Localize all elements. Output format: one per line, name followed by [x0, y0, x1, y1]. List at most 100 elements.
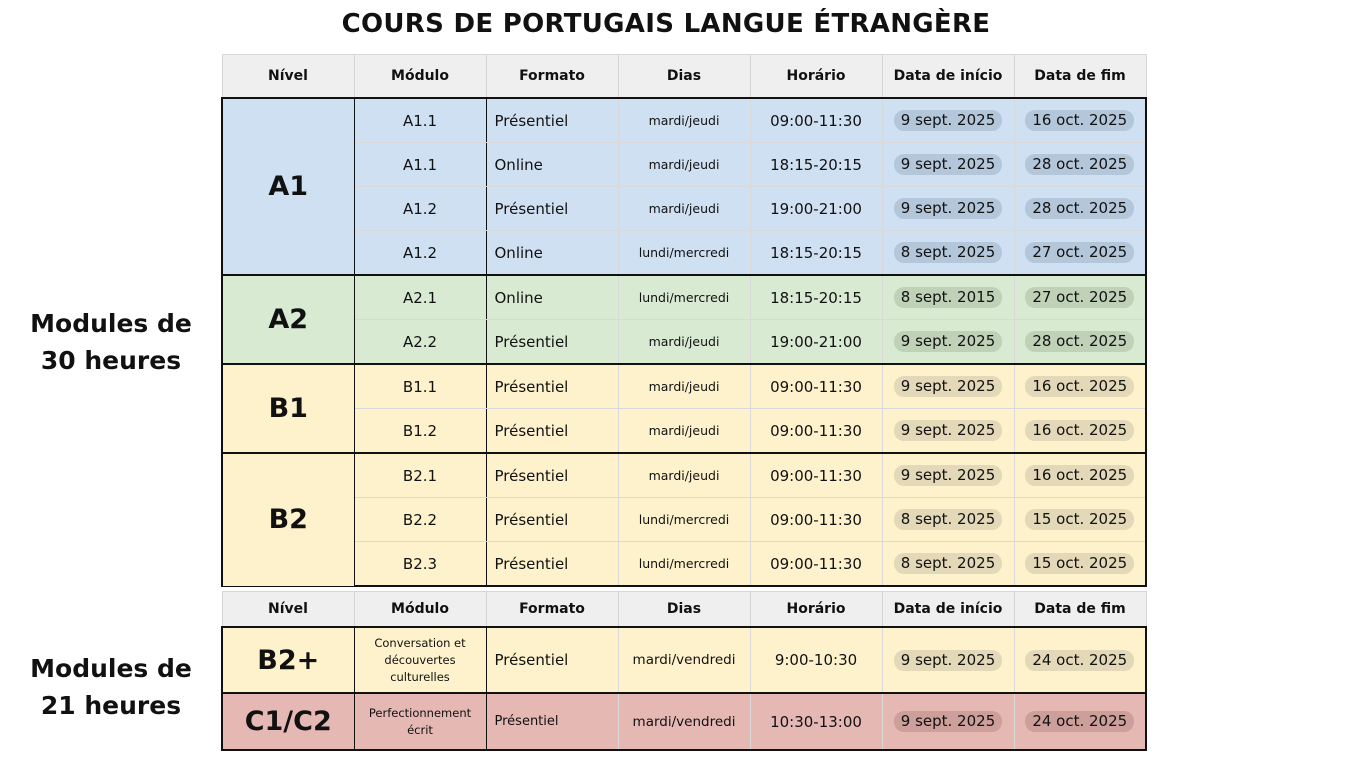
time-cell: 10:30-13:00	[749, 692, 883, 751]
days-cell: mardi/jeudi	[617, 186, 751, 231]
table-header-row: Nível Módulo Formato Dias Horário Data d…	[221, 54, 1147, 99]
end-date-badge: 16 oct. 2025	[1025, 376, 1135, 397]
days-cell: lundi/mercredi	[617, 274, 751, 320]
table-row: B2 B2.1 Présentiel mardi/jeudi 09:00-11:30 9 …	[221, 452, 1147, 587]
start-date-cell: 9 sept. 2025	[881, 408, 1015, 454]
table-row: C1/C2 Perfectionnement écrit Présentiel mard…	[221, 692, 1147, 751]
end-date-cell: 24 oct. 2025	[1013, 692, 1147, 751]
module-line: Conversation et	[374, 635, 466, 650]
start-date-cell: 9 sept. 2025	[881, 97, 1015, 143]
side-label-21h-line1: Modules de	[30, 654, 192, 683]
start-date-cell: 8 sept. 2025	[881, 230, 1015, 276]
header-nivel: Nível	[221, 54, 355, 99]
days-cell: mardi/vendredi	[617, 692, 751, 751]
start-date-badge: 9 sept. 2025	[893, 331, 1003, 352]
module-cell: B2.1	[353, 452, 487, 498]
end-date-cell: 27 oct. 2025	[1013, 274, 1147, 320]
level-cell: A2	[221, 274, 355, 365]
module-cell: A1.1	[353, 97, 487, 143]
end-date-badge: 27 oct. 2025	[1025, 242, 1135, 263]
end-date-cell: 24 oct. 2025	[1013, 626, 1147, 694]
end-date-badge: 24 oct. 2025	[1025, 711, 1135, 732]
end-date-badge: 27 oct. 2025	[1025, 287, 1135, 308]
level-cell: B2+	[221, 626, 355, 694]
format-cell: Online	[485, 274, 619, 320]
module-cell: B2.3	[353, 541, 487, 587]
module-line: écrit	[407, 722, 433, 737]
header-data-inicio: Data de início	[881, 591, 1015, 628]
table-row: B1.2 Présentiel mardi/jeudi 09:00-11:30 9 se…	[222, 408, 1147, 454]
format-cell: Présentiel	[485, 541, 619, 587]
module-cell: B2.2	[353, 497, 487, 542]
header-modulo: Módulo	[353, 591, 487, 628]
start-date-badge: 8 sept. 2025	[893, 553, 1003, 574]
side-label-21h: Modules de 21 heures	[0, 650, 222, 724]
level-cell: C1/C2	[221, 692, 355, 751]
header-horario: Horário	[749, 591, 883, 628]
end-date-cell: 16 oct. 2025	[1013, 363, 1147, 409]
start-date-cell: 9 sept. 2025	[881, 319, 1015, 365]
end-date-badge: 16 oct. 2025	[1025, 465, 1135, 486]
end-date-cell: 28 oct. 2025	[1013, 319, 1147, 365]
time-cell: 19:00-21:00	[749, 186, 883, 231]
module-line: Perfectionnement	[368, 705, 472, 720]
start-date-badge: 8 sept. 2025	[893, 242, 1003, 263]
header-formato: Formato	[485, 54, 619, 99]
start-date-cell: 9 sept. 2025	[881, 142, 1015, 187]
end-date-badge: 16 oct. 2025	[1025, 420, 1135, 441]
header-formato: Formato	[485, 591, 619, 628]
header-horario: Horário	[749, 54, 883, 99]
time-cell: 18:15-20:15	[749, 230, 883, 276]
header-dias: Dias	[617, 591, 751, 628]
days-cell: mardi/jeudi	[617, 363, 751, 409]
side-label-30h-line1: Modules de	[30, 309, 192, 338]
time-cell: 09:00-11:30	[749, 541, 883, 587]
page-title: COURS DE PORTUGAIS LANGUE ÉTRANGÈRE	[341, 9, 991, 39]
module-cell: A2.2	[353, 319, 487, 365]
side-label-21h-line2: 21 heures	[40, 691, 182, 720]
days-cell: lundi/mercredi	[617, 230, 751, 276]
start-date-cell: 8 sept. 2015	[881, 274, 1015, 320]
time-cell: 18:15-20:15	[749, 142, 883, 187]
end-date-cell: 28 oct. 2025	[1013, 142, 1147, 187]
format-cell: Présentiel	[485, 626, 619, 694]
days-cell: mardi/jeudi	[617, 97, 751, 143]
format-cell: Présentiel	[485, 97, 619, 143]
level-cell: B1	[221, 363, 355, 454]
end-date-badge: 16 oct. 2025	[1025, 110, 1135, 131]
start-date-cell: 9 sept. 2025	[881, 692, 1015, 751]
module-cell: A1.2	[353, 230, 487, 276]
level-cell: B2	[221, 452, 355, 587]
end-date-cell: 27 oct. 2025	[1013, 230, 1147, 276]
table-row: B2+ Conversation et découvertes culturelles…	[221, 626, 1147, 694]
format-cell: Présentiel	[485, 363, 619, 409]
days-cell: mardi/vendredi	[617, 626, 751, 694]
days-cell: lundi/mercredi	[617, 497, 751, 542]
table-row: A1.2 Présentiel mardi/jeudi 19:00-21:00 9 se…	[222, 186, 1147, 231]
module-cell: A2.1	[353, 274, 487, 320]
end-date-cell: 16 oct. 2025	[1013, 97, 1147, 143]
end-date-badge: 15 oct. 2025	[1025, 553, 1135, 574]
start-date-badge: 9 sept. 2025	[893, 420, 1003, 441]
module-cell: B1.2	[353, 408, 487, 454]
start-date-badge: 9 sept. 2025	[893, 711, 1003, 732]
format-cell: Présentiel	[485, 186, 619, 231]
level-cell: A1	[221, 97, 355, 276]
start-date-badge: 9 sept. 2025	[893, 198, 1003, 219]
table-row: B2.2 Présentiel lundi/mercredi 09:00-11:30 8…	[222, 497, 1147, 542]
start-date-cell: 9 sept. 2025	[881, 186, 1015, 231]
module-cell: Conversation et découvertes culturelles	[353, 626, 487, 694]
module-cell: A1.2	[353, 186, 487, 231]
start-date-cell: 9 sept. 2025	[881, 626, 1015, 694]
start-date-badge: 9 sept. 2025	[893, 465, 1003, 486]
start-date-badge: 9 sept. 2025	[893, 110, 1003, 131]
end-date-cell: 16 oct. 2025	[1013, 408, 1147, 454]
start-date-cell: 8 sept. 2025	[881, 541, 1015, 587]
header-dias: Dias	[617, 54, 751, 99]
time-cell: 09:00-11:30	[749, 497, 883, 542]
start-date-cell: 8 sept. 2025	[881, 497, 1015, 542]
schedule-table-21h: Nível Módulo Formato Dias Horário Data d…	[221, 591, 1147, 751]
days-cell: mardi/jeudi	[617, 408, 751, 454]
table-row: A2 A2.1 Online lundi/mercredi 18:15-20:15 8 s…	[221, 274, 1147, 365]
format-cell: Online	[485, 142, 619, 187]
